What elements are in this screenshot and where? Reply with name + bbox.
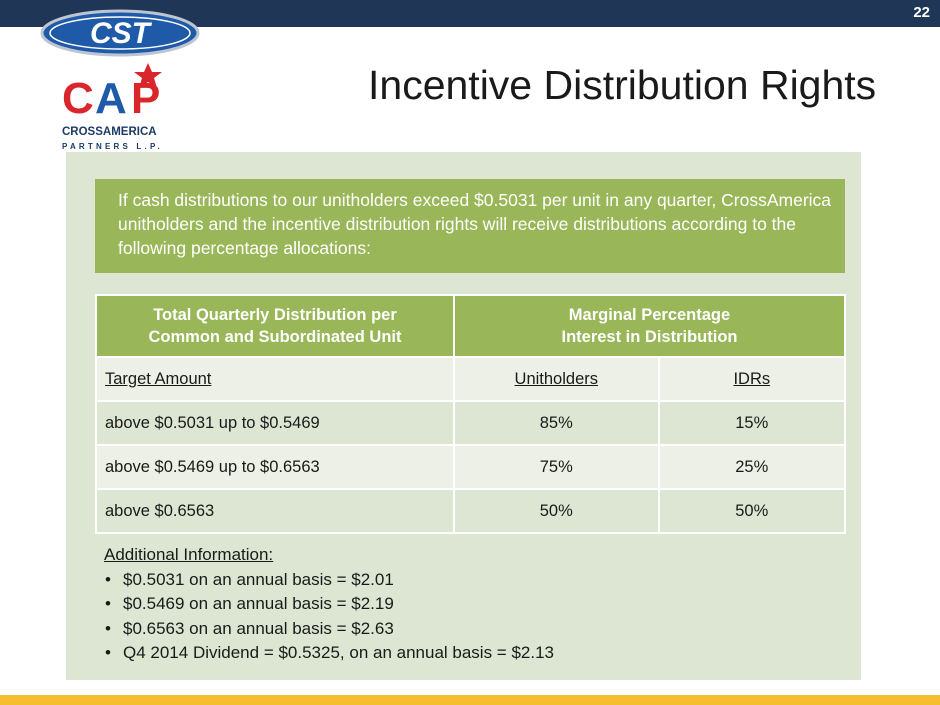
header-marginal-percentage: Marginal Percentage Interest in Distribu…: [452, 294, 847, 358]
list-item: $0.5031 on an annual basis = $2.01: [104, 568, 554, 593]
page-number: 22: [913, 4, 930, 21]
header-left-line2: Common and Subordinated Unit: [148, 328, 402, 346]
svg-text:A: A: [95, 74, 127, 123]
list-item: $0.6563 on an annual basis = $2.63: [104, 617, 554, 642]
header-right-line1: Marginal Percentage: [568, 306, 731, 324]
table-header-row: Total Quarterly Distribution per Common …: [95, 294, 847, 358]
header-right-line2: Interest in Distribution: [561, 328, 738, 346]
svg-text:PARTNERS L.P.: PARTNERS L.P.: [62, 142, 163, 151]
header-distribution-per-unit: Total Quarterly Distribution per Common …: [95, 294, 455, 358]
unitholders-cell: 75%: [452, 444, 660, 490]
target-cell: above $0.5469 up to $0.6563: [95, 444, 455, 490]
table-column-labels-row: Target Amount Unitholders IDRs: [95, 356, 847, 402]
intro-box: If cash distributions to our unitholders…: [95, 179, 845, 273]
target-cell: above $0.5031 up to $0.5469: [95, 400, 455, 446]
svg-text:P: P: [131, 74, 160, 123]
crossamerica-logo: CST C A P CROSSAMERICA PARTNERS L.P.: [40, 5, 205, 155]
column-label-idrs: IDRs: [657, 356, 847, 402]
target-cell: above $0.6563: [95, 488, 455, 534]
svg-text:CST: CST: [90, 17, 153, 50]
table-row: above $0.5469 up to $0.6563 75% 25%: [95, 444, 847, 490]
distribution-table: Total Quarterly Distribution per Common …: [95, 294, 847, 534]
slide-title: Incentive Distribution Rights: [368, 62, 877, 108]
table-row: above $0.5031 up to $0.5469 85% 15%: [95, 400, 847, 446]
list-item: Q4 2014 Dividend = $0.5325, on an annual…: [104, 641, 554, 666]
header-left-line1: Total Quarterly Distribution per: [153, 306, 397, 324]
unitholders-cell: 50%: [452, 488, 660, 534]
unitholders-cell: 85%: [452, 400, 660, 446]
bottom-accent-bar: [0, 695, 940, 705]
column-label-target: Target Amount: [95, 356, 455, 402]
idrs-cell: 25%: [657, 444, 847, 490]
svg-text:C: C: [62, 74, 94, 123]
additional-info-title: Additional Information:: [104, 545, 274, 564]
additional-information: Additional Information: $0.5031 on an an…: [104, 543, 554, 666]
svg-text:CROSSAMERICA: CROSSAMERICA: [62, 126, 157, 138]
list-item: $0.5469 on an annual basis = $2.19: [104, 592, 554, 617]
table-row: above $0.6563 50% 50%: [95, 488, 847, 534]
additional-info-list: $0.5031 on an annual basis = $2.01 $0.54…: [104, 568, 554, 666]
idrs-cell: 15%: [657, 400, 847, 446]
idrs-cell: 50%: [657, 488, 847, 534]
logo-graphic: CST C A P CROSSAMERICA PARTNERS L.P.: [40, 9, 200, 151]
column-label-unitholders: Unitholders: [452, 356, 660, 402]
